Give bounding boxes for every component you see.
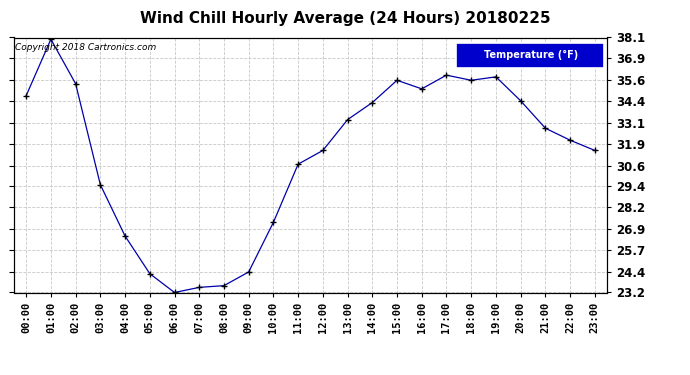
Text: Copyright 2018 Cartronics.com: Copyright 2018 Cartronics.com	[15, 43, 156, 52]
Text: Wind Chill Hourly Average (24 Hours) 20180225: Wind Chill Hourly Average (24 Hours) 201…	[139, 11, 551, 26]
Text: Temperature (°F): Temperature (°F)	[484, 50, 578, 60]
FancyBboxPatch shape	[456, 43, 604, 68]
